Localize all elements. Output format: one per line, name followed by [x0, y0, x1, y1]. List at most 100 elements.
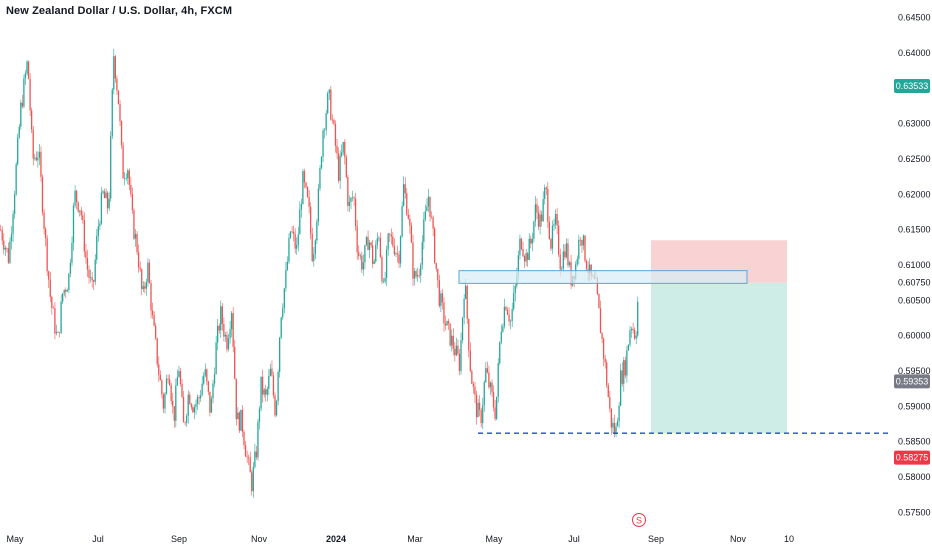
- candle-body: [492, 392, 495, 408]
- candle-body: [379, 237, 382, 258]
- x-tick-label: Mar: [407, 534, 423, 544]
- candle-body: [478, 402, 481, 410]
- candle-body: [468, 318, 470, 351]
- candle-body: [46, 238, 48, 272]
- candle-body: [100, 192, 103, 224]
- candle-body: [356, 226, 358, 253]
- candle-body: [27, 61, 30, 79]
- candle-body: [232, 313, 234, 347]
- candle-body: [48, 271, 50, 280]
- candle-body: [513, 293, 515, 310]
- candle-body: [44, 228, 47, 239]
- candle-body: [186, 415, 188, 423]
- candle-body: [410, 225, 413, 243]
- candle-body: [528, 238, 530, 261]
- candle-body: [384, 277, 386, 282]
- candle-body: [465, 285, 467, 299]
- candle-body: [461, 317, 464, 341]
- candle-body: [227, 338, 230, 350]
- candle-body: [412, 242, 414, 279]
- candle-body: [77, 201, 79, 212]
- candle-body: [74, 190, 76, 206]
- candle-body: [630, 328, 633, 331]
- candle-body: [79, 210, 81, 212]
- dividend-event-icon: [632, 513, 646, 527]
- y-tick-label: 0.63000: [898, 119, 931, 129]
- candle-body: [144, 286, 146, 289]
- event-markers[interactable]: S: [632, 513, 646, 527]
- x-tick-label: Jul: [92, 534, 104, 544]
- candle-body: [99, 223, 101, 227]
- candle-body: [345, 157, 347, 178]
- candle-body: [274, 395, 276, 416]
- candle-body: [438, 280, 440, 306]
- candle-body: [525, 253, 527, 262]
- candle-body: [184, 422, 186, 424]
- x-tick-label: May: [485, 534, 503, 544]
- candle-body: [390, 234, 392, 237]
- candle-body: [401, 205, 403, 237]
- candle-body: [564, 251, 566, 258]
- candle-body: [83, 220, 85, 252]
- candle-body: [511, 309, 513, 322]
- candle-body: [155, 325, 157, 339]
- candle-body: [162, 394, 165, 409]
- candle-body: [266, 388, 268, 395]
- price-badge: [894, 374, 930, 389]
- y-tick-label: 0.61500: [898, 225, 931, 235]
- candle-body: [38, 151, 41, 158]
- candle-body: [195, 403, 197, 408]
- candle-body: [607, 385, 609, 397]
- candle-body: [567, 243, 569, 266]
- candle-body: [427, 196, 430, 207]
- candle-body: [229, 329, 231, 339]
- candle-body: [26, 61, 28, 74]
- price-axis: 0.645000.640000.635000.630000.625000.620…: [898, 13, 931, 518]
- candle-body: [316, 221, 318, 241]
- candle-body: [637, 301, 639, 336]
- candle-body: [319, 168, 321, 189]
- candle-body: [213, 374, 216, 384]
- candle-body: [206, 369, 208, 382]
- candle-body: [285, 269, 287, 289]
- candle-body: [466, 285, 468, 319]
- candle-body: [398, 254, 400, 264]
- candle-body: [223, 324, 225, 337]
- candle-body: [527, 253, 529, 261]
- candle-body: [323, 129, 326, 131]
- x-tick-label: May: [6, 534, 24, 544]
- candle-body: [88, 269, 90, 278]
- candle-body: [173, 406, 175, 421]
- candle-body: [190, 404, 192, 408]
- candle-body: [361, 255, 363, 270]
- candle-body: [286, 261, 289, 270]
- candle-body: [509, 321, 512, 322]
- candle-body: [440, 293, 442, 306]
- candle-body: [368, 242, 371, 251]
- candle-body: [378, 237, 380, 239]
- candle-body: [613, 422, 616, 435]
- candle-body: [469, 350, 471, 372]
- candle-body: [176, 377, 178, 386]
- x-tick-label: Jul: [568, 534, 580, 544]
- candle-body: [193, 407, 196, 413]
- candle-body: [167, 378, 169, 380]
- candle-body: [322, 130, 324, 157]
- candle-body: [258, 408, 261, 422]
- price-badges: 0.63533 0.59353 0.58275: [894, 79, 930, 465]
- candle-body: [13, 194, 16, 215]
- candle-body: [396, 253, 399, 255]
- candle-body: [117, 90, 120, 105]
- y-tick-label: 0.60000: [898, 331, 931, 341]
- candle-body: [434, 228, 436, 263]
- y-tick-label: 0.61000: [898, 260, 931, 270]
- candle-body: [252, 466, 254, 492]
- candle-body: [339, 155, 341, 181]
- candle-body: [626, 350, 628, 376]
- candle-body: [164, 393, 166, 409]
- candle-body: [489, 382, 492, 388]
- candle-body: [581, 240, 583, 246]
- candle-body: [325, 113, 327, 130]
- candle-body: [94, 259, 96, 282]
